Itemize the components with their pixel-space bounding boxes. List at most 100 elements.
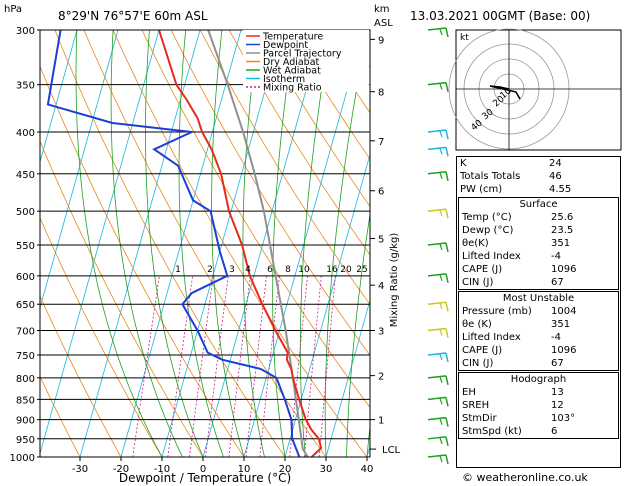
isotherm-line (40, 30, 119, 310)
index-label: Dewp (°C) (462, 225, 514, 236)
mixing-ratio-label: 6 (267, 265, 273, 275)
index-label: Totals Totals (460, 171, 521, 182)
km-tick-label: 5 (378, 234, 384, 245)
wind-barb (427, 81, 449, 92)
copyright-link[interactable]: © weatheronline.co.uk (462, 471, 588, 484)
wet-adiabat-line (145, 30, 204, 457)
mixing-ratio-line (259, 275, 280, 457)
dewpoint-line (46, 30, 301, 457)
index-value: 12 (551, 400, 564, 411)
index-label: Lifted Index (462, 332, 521, 343)
legend-entry: Dewpoint (263, 40, 308, 51)
pressure-tick-label: 450 (16, 170, 35, 181)
wet-adiabat-line (178, 30, 224, 457)
index-row: Temp (°C) 25.6 (459, 211, 618, 224)
temperature-tick-label: -10 (154, 464, 170, 475)
pressure-tick-label: 950 (16, 435, 35, 446)
most-unstable-title: Most Unstable (502, 293, 575, 304)
km-tick-label: 4 (378, 281, 384, 292)
most-unstable-section: Most Unstable Pressure (mb) 1004 θe (K) 351… (458, 291, 619, 371)
km-label: km (374, 4, 390, 15)
mixing-ratio-line (318, 275, 336, 457)
index-label: StmDir (462, 413, 497, 424)
index-label: PW (cm) (460, 184, 503, 195)
pressure-tick-label: 550 (16, 241, 35, 252)
index-row: θe (K) 351 (459, 318, 618, 331)
hodograph-section: Hodograph EH 13 SREH 12 StmDir 103° StmSpd (kt… (458, 372, 619, 439)
mixing-ratio-line (205, 275, 229, 457)
index-label: StmSpd (kt) (462, 426, 522, 437)
wind-barb (427, 301, 449, 312)
hodograph-title: Hodograph (510, 374, 567, 385)
wet-adiabat-line (242, 30, 265, 457)
isotherm-line (161, 30, 283, 457)
hodograph-unit-label: kt (460, 33, 469, 43)
index-value: -4 (551, 332, 561, 343)
wind-barb (427, 27, 449, 38)
km-tick-label: 2 (378, 372, 384, 383)
isotherm-line (79, 30, 201, 457)
index-label: CIN (J) (462, 358, 494, 369)
temperature-tick-label: 40 (361, 464, 374, 475)
isotherm-line (40, 30, 160, 455)
index-label: Pressure (mb) (462, 306, 532, 317)
index-row: StmDir 103° (459, 412, 618, 425)
index-value: 1096 (551, 345, 577, 356)
pressure-tick-label: 750 (16, 351, 35, 362)
plot-frame (39, 29, 371, 458)
pressure-tick-label: 350 (16, 81, 35, 92)
mixing-ratio-label: 2 (207, 265, 213, 275)
index-value: 4.55 (549, 184, 572, 195)
index-row: K 24 (457, 157, 620, 170)
temperature-tick-label: 0 (200, 464, 206, 475)
pressure-tick-label: 1000 (10, 453, 35, 464)
index-row: CIN (J) 67 (459, 357, 618, 370)
datetime-title: 13.03.2021 00GMT (Base: 00) (410, 9, 590, 23)
parcel-trajectory-line (207, 30, 309, 457)
index-row: Lifted Index -4 (459, 250, 618, 263)
index-value: 103° (551, 413, 576, 424)
mixing-ratio-label: 8 (285, 265, 291, 275)
isotherm-line (284, 153, 370, 457)
index-row: SREH 12 (459, 399, 618, 412)
pressure-tick-label: 400 (16, 128, 35, 139)
index-value: 351 (551, 319, 571, 330)
wind-barb (427, 242, 449, 253)
wet-adiabat-line (75, 30, 163, 457)
isotherm-line (40, 30, 78, 164)
km-tick-label: 1 (378, 416, 384, 427)
index-value: 67 (551, 358, 564, 369)
pressure-tick-label: 700 (16, 327, 35, 338)
wind-barb (427, 396, 449, 407)
wet-adiabat-line (110, 30, 183, 457)
wet-adiabat-line (211, 30, 245, 457)
location-title: 8°29'N 76°57'E 60m ASL (58, 9, 208, 23)
index-label: CIN (J) (462, 277, 494, 288)
index-label: CAPE (J) (462, 345, 503, 356)
index-row: Dewp (°C) 23.5 (459, 224, 618, 237)
mixing-ratio-label: 25 (356, 265, 367, 275)
index-value: 1096 (551, 264, 577, 275)
index-row: PW (cm) 4.55 (457, 183, 620, 196)
legend-entry: Wet Adiabat (263, 66, 321, 77)
wind-barb (427, 146, 449, 157)
mixing-ratio-label: 4 (245, 265, 251, 275)
legend-entry: Temperature (262, 32, 323, 43)
hodograph-frame (455, 29, 622, 151)
x-axis-label: Dewpoint / Temperature (°C) (119, 471, 291, 485)
dry-adiabat-line (257, 30, 370, 208)
dry-adiabat-line (40, 375, 81, 457)
dry-adiabat-line (40, 65, 245, 457)
index-row: Pressure (mb) 1004 (459, 305, 618, 318)
isotherm-line (202, 30, 324, 457)
mixing-ratio-label: 3 (229, 265, 235, 275)
legend-entry: Isotherm (263, 74, 305, 85)
pressure-tick-label: 600 (16, 272, 35, 283)
temperature-tick-label: -30 (72, 464, 88, 475)
wind-barb (427, 454, 449, 465)
index-row: CAPE (J) 1096 (459, 263, 618, 276)
indices-panel: K 24 Totals Totals 46 PW (cm) 4.55 Surface Te… (456, 156, 621, 468)
index-label: EH (462, 387, 476, 398)
wind-barb (427, 436, 449, 446)
wind-barb (427, 352, 449, 363)
